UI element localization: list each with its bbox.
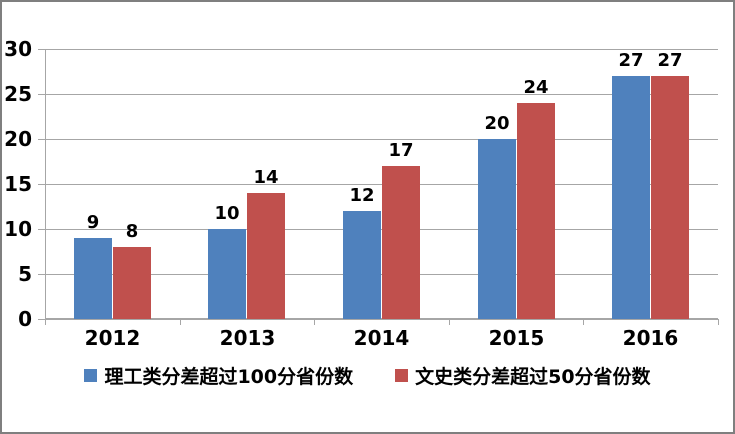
yaxis-tick-label: 20 [4,127,32,151]
ytick-mark-5 [38,274,45,275]
bar-value-label: 12 [349,185,375,206]
bar-2012-series1 [74,238,112,319]
y-axis-line [45,49,46,319]
bar-2014-series1 [343,211,381,319]
xaxis-category-label: 2013 [219,326,276,350]
bar-value-label: 27 [618,50,644,71]
xtick-mark-0 [45,319,46,325]
bar-value-label: 8 [125,221,139,242]
gridline-y-10 [45,229,718,230]
chart-legend: 理工类分差超过100分省份数 文史类分差超过50分省份数 [2,354,733,396]
gridline-y-25 [45,94,718,95]
gridline-y-20 [45,139,718,140]
bar-value-label: 17 [388,140,414,161]
legend-item-series-red: 文史类分差超过50分省份数 [395,362,651,389]
ytick-mark-0 [38,319,45,320]
xtick-mark-3 [448,319,450,325]
legend-swatch-red [395,368,409,382]
gridline-y-15 [45,184,718,185]
yaxis-tick-label: 25 [4,82,32,106]
gridline-y-5 [45,274,718,275]
xtick-mark-2 [314,319,316,325]
bar-2013-series2 [247,193,285,319]
bar-value-label: 10 [214,203,240,224]
yaxis-tick-label: 30 [4,37,32,61]
legend-swatch-blue [84,368,98,382]
bar-value-label: 20 [484,113,510,134]
xaxis-category-label: 2014 [353,326,410,350]
yaxis-tick-label: 0 [18,307,32,331]
bar-2013-series1 [208,229,246,319]
ytick-mark-10 [38,229,45,230]
xaxis-category-label: 2012 [84,326,141,350]
bar-2015-series2 [517,103,555,319]
legend-item-series-blue: 理工类分差超过100分省份数 [84,362,353,389]
ytick-mark-30 [38,49,45,50]
bar-2015-series1 [478,139,516,319]
xaxis-category-label: 2015 [488,326,545,350]
bar-value-label: 24 [523,77,549,98]
bar-2014-series2 [382,166,420,319]
xtick-mark-1 [179,319,181,325]
bar-2016-series2 [651,76,689,319]
yaxis-tick-label: 5 [18,262,32,286]
bar-2016-series1 [612,76,650,319]
x-axis-line [45,318,718,320]
ytick-mark-25 [38,94,45,95]
xtick-mark-5 [718,319,719,325]
gridline-y-30 [45,49,718,50]
xaxis-category-label: 2016 [622,326,679,350]
xtick-mark-4 [583,319,585,325]
ytick-mark-15 [38,184,45,185]
bar-value-label: 14 [253,167,279,188]
bar-2012-series2 [113,247,151,319]
yaxis-tick-label: 15 [4,172,32,196]
bar-value-label: 27 [657,50,683,71]
bar-value-label: 9 [86,212,100,233]
legend-label-series-red: 文史类分差超过50分省份数 [415,365,651,388]
ytick-mark-20 [38,139,45,140]
yaxis-tick-label: 10 [4,217,32,241]
legend-label-series-blue: 理工类分差超过100分省份数 [104,365,354,388]
